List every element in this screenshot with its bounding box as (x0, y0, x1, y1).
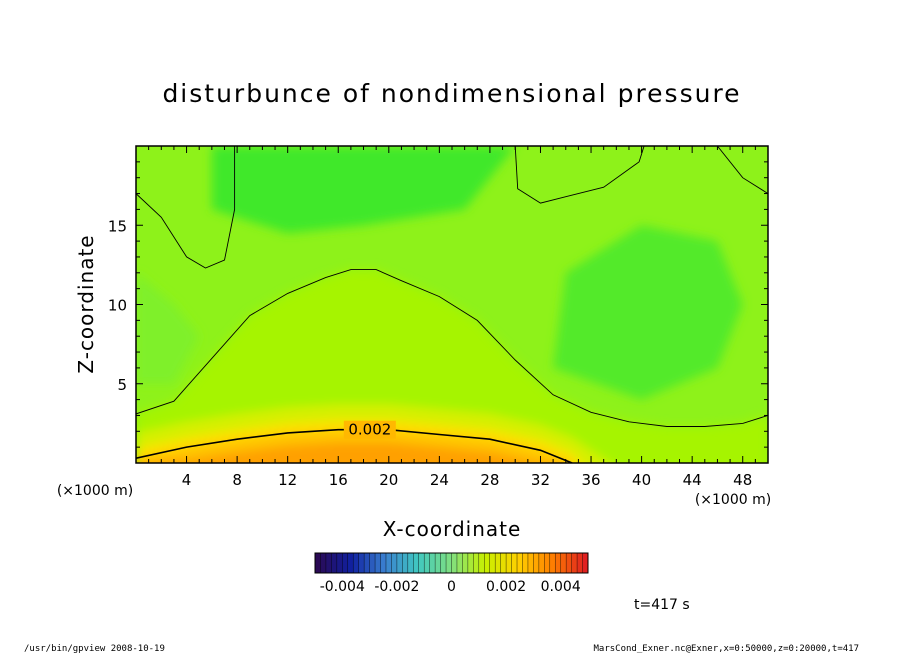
x-tick-label: 12 (278, 471, 297, 489)
colorbar-segment (495, 553, 502, 573)
colorbar-segment (375, 553, 382, 573)
x-tick-label: 16 (329, 471, 348, 489)
field-band-left (136, 272, 200, 384)
field-band-4 (136, 442, 573, 463)
colorbar-segment (336, 553, 343, 573)
colorbar-segment (555, 553, 562, 573)
colorbar-frame (314, 552, 589, 574)
colorbar-segment (451, 553, 458, 573)
colorbar-segment (582, 553, 589, 573)
colorbar-segment (402, 553, 409, 573)
y-unit-right: (×1000 m) (695, 492, 771, 508)
colorbar-segment (325, 553, 332, 573)
footer-right: MarsCond_Exner.nc@Exner,x=0:50000,z=0:20… (593, 644, 859, 654)
contour-label-0.002: 0.002 (348, 421, 391, 439)
colorbar-segment (571, 553, 578, 573)
colorbar-segment (560, 553, 567, 573)
colorbar-segment (320, 553, 327, 573)
colorbar (314, 552, 589, 574)
colorbar-segment (396, 553, 403, 573)
colorbar-tick-label: 0.002 (486, 579, 526, 595)
colorbar-segment (446, 553, 452, 573)
x-unit-left: (×1000 m) (57, 483, 133, 499)
colorbar-segment (418, 553, 425, 573)
x-axis-ticks: 4 8 12 16 20 24 28 32 36 40 44 48 (148, 146, 756, 489)
x-axis-label: X-coordinate (383, 517, 522, 541)
x-tick-label: 4 (182, 471, 192, 489)
x-tick-label: 48 (733, 471, 752, 489)
colorbar-segment (489, 553, 496, 573)
colorbar-segment (527, 553, 534, 573)
contour-line-2 (136, 146, 236, 269)
colorbar-segment (407, 553, 414, 573)
colorbar-segment (353, 553, 360, 573)
colorbar-segment (577, 553, 584, 573)
colorbar-segment (484, 553, 491, 573)
colorbar-segment (533, 553, 540, 573)
x-tick-label: 32 (531, 471, 550, 489)
colorbar-segment (369, 553, 376, 573)
contour-line-1 (136, 269, 768, 427)
chart-title: disturbunce of nondimensional pressure (162, 79, 741, 108)
contour-line-4 (717, 146, 768, 194)
colorbar-segment (473, 553, 480, 573)
x-tick-label: 36 (581, 471, 600, 489)
colorbar-segment (364, 553, 371, 573)
colorbar-segment (435, 553, 442, 573)
y-axis-label: Z-coordinate (74, 234, 98, 373)
colorbar-segment (391, 553, 398, 573)
colorbar-segment (511, 553, 518, 573)
x-tick-label: 20 (379, 471, 398, 489)
x-tick-label: 8 (232, 471, 242, 489)
colorbar-tick-label: 0 (447, 579, 456, 595)
colorbar-tick-label: -0.002 (374, 579, 419, 595)
colorbar-segment (566, 553, 573, 573)
colorbar-tick-labels: -0.004 -0.002 0 0.002 0.004 (320, 579, 581, 595)
field-band-top (211, 146, 516, 234)
colorbar-segment (385, 553, 392, 573)
colorbar-segment (467, 553, 474, 573)
colorbar-segment (500, 553, 507, 573)
colorbar-tick-label: 0.004 (541, 579, 581, 595)
colorbar-segment (478, 553, 485, 573)
colorbar-segment (380, 553, 387, 573)
colorbar-segment (544, 553, 551, 573)
contour-line-3 (514, 146, 645, 204)
x-tick-label: 44 (683, 471, 702, 489)
colorbar-segment (549, 553, 556, 573)
colorbar-segment (538, 553, 545, 573)
y-tick-label: 10 (108, 297, 127, 315)
colorbar-segment (413, 553, 420, 573)
x-tick-label: 40 (632, 471, 651, 489)
colorbar-segment (429, 553, 436, 573)
y-axis-ticks: 5 10 15 (108, 161, 768, 448)
contour-label-background (343, 420, 396, 439)
time-label: t=417 s (634, 597, 690, 613)
heatmap-field (136, 146, 768, 463)
colorbar-segment (440, 553, 447, 573)
colorbar-segment (331, 553, 338, 573)
colorbar-segment (358, 553, 365, 573)
colorbar-segment (342, 553, 349, 573)
colorbar-segment (522, 553, 529, 573)
y-tick-label: 15 (108, 217, 127, 235)
x-tick-label: 28 (480, 471, 499, 489)
colorbar-segment (424, 553, 431, 573)
footer-left: /usr/bin/gpview 2008-10-19 (24, 644, 165, 654)
colorbar-segment (517, 553, 523, 573)
x-tick-label: 24 (430, 471, 449, 489)
colorbar-segment (315, 553, 321, 573)
field-band-right (553, 225, 743, 400)
colorbar-segment (347, 553, 354, 573)
y-tick-label: 5 (117, 376, 127, 394)
colorbar-segment (506, 553, 513, 573)
colorbar-tick-label: -0.004 (320, 579, 365, 595)
colorbar-segment (456, 553, 463, 573)
colorbar-segment (462, 553, 469, 573)
